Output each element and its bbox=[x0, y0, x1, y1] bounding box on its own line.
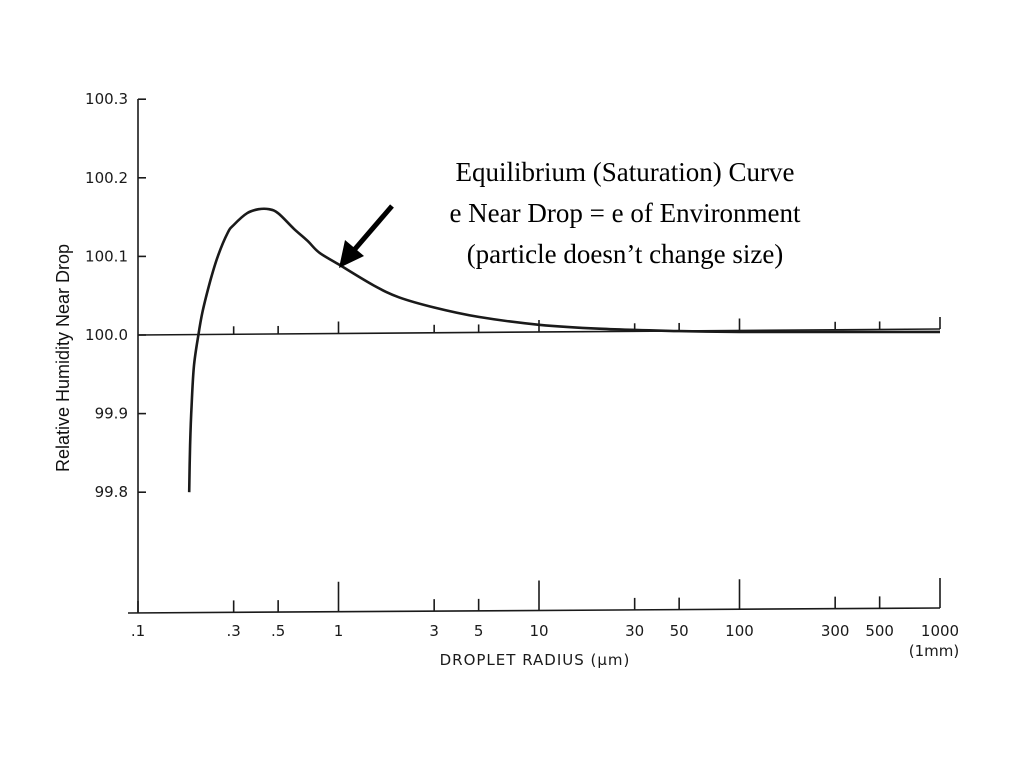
x-tick-label-6: 10 bbox=[529, 622, 548, 640]
x-axis-title: DROPLET RADIUS (μm) bbox=[440, 651, 631, 669]
x-tick-label-2: .5 bbox=[271, 622, 285, 640]
annotation-line-1: Equilibrium (Saturation) Curve bbox=[456, 157, 795, 187]
series-layer bbox=[187, 207, 940, 493]
y-tick-label-0: 100.3 bbox=[85, 90, 128, 108]
x-tick-label-4: 3 bbox=[429, 622, 439, 640]
annotation: Equilibrium (Saturation) Curve e Near Dr… bbox=[339, 157, 801, 269]
x-axis-note: (1mm) bbox=[909, 642, 959, 660]
y-tick-label-5: 99.8 bbox=[95, 483, 128, 501]
x-tick-label-11: 500 bbox=[865, 622, 894, 640]
x-tick-label-7: 30 bbox=[625, 622, 644, 640]
x-tick-label-5: 5 bbox=[474, 622, 484, 640]
x-tick-label-12: 1000 bbox=[921, 622, 959, 640]
y-axis-title: Relative Humidity Near Drop bbox=[53, 244, 73, 472]
ticks-layer bbox=[137, 98, 941, 613]
y-tick-label-1: 100.2 bbox=[85, 169, 128, 187]
y-tick-label-2: 100.1 bbox=[85, 247, 128, 265]
annotation-line-2: e Near Drop = e of Environment bbox=[449, 198, 801, 228]
annotation-line-3: (particle doesn’t change size) bbox=[467, 239, 784, 269]
x-tick-label-8: 50 bbox=[670, 622, 689, 640]
x-tick-label-0: .1 bbox=[131, 622, 145, 640]
annotation-arrow-head bbox=[339, 240, 364, 268]
y-tick-label-4: 99.9 bbox=[95, 405, 128, 423]
annotation-arrow-shaft bbox=[353, 204, 394, 251]
labels-layer: 100.3 100.2 100.1 100.0 99.9 99.8 .1 .3 .5 1 3 5 10 3… bbox=[85, 90, 959, 640]
x-tick-label-3: 1 bbox=[334, 622, 344, 640]
x-tick-label-1: .3 bbox=[227, 622, 241, 640]
equilibrium-curve-line-0 bbox=[187, 207, 940, 493]
x-tick-label-10: 300 bbox=[821, 622, 850, 640]
x-axis-line bbox=[127, 607, 941, 614]
x-tick-label-9: 100 bbox=[725, 622, 754, 640]
y-tick-label-3: 100.0 bbox=[85, 326, 128, 344]
